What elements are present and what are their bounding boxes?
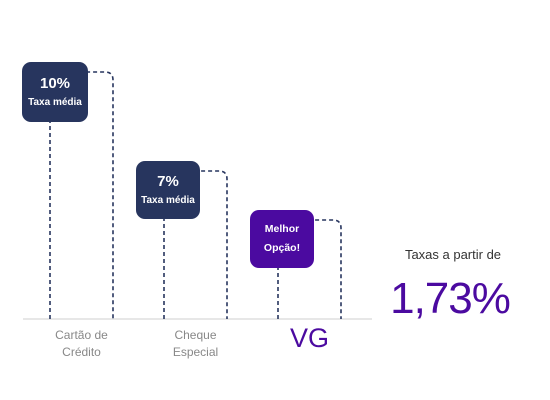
category-label-vg-text: VG xyxy=(289,323,329,353)
badge-vg-line2: Opção! xyxy=(263,242,301,254)
badge-cheque: 7% Taxa média xyxy=(136,161,200,219)
category-label-cartao: Cartão de Crédito xyxy=(32,327,132,361)
badge-cheque-value: 7% xyxy=(157,172,179,190)
badge-cheque-label: Taxa média xyxy=(141,194,195,206)
badge-vg-line1: Melhor xyxy=(264,223,300,235)
badge-cartao-label: Taxa média xyxy=(28,96,82,108)
badge-vg: Melhor Opção! xyxy=(250,210,314,268)
badge-cartao-value: 10% xyxy=(39,74,71,92)
category-label-cartao-line2: Crédito xyxy=(62,345,101,359)
category-label-cartao-line1: Cartão de xyxy=(55,328,108,342)
category-label-cheque-line2: Especial xyxy=(172,345,219,359)
callout-value: 1,73% xyxy=(390,274,511,323)
badge-cartao: 10% Taxa média xyxy=(22,62,88,122)
category-label-vg: VG xyxy=(260,323,360,354)
category-label-cheque: Cheque Especial xyxy=(146,327,246,361)
category-label-cheque-line1: Cheque xyxy=(174,328,217,342)
callout-label: Taxas a partir de xyxy=(404,247,502,262)
